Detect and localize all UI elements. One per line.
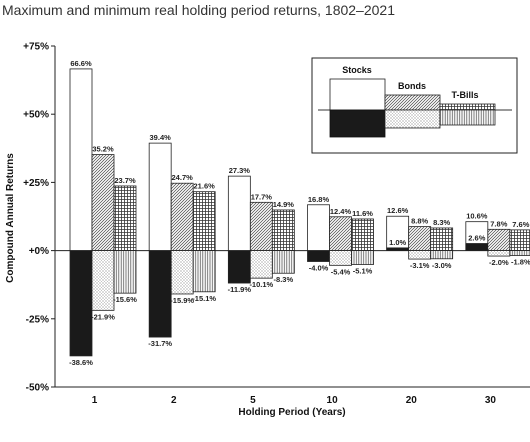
bar-bonds-max bbox=[170, 182, 194, 251]
bar-bonds-min bbox=[91, 250, 115, 311]
data-label-bonds-min: -2.0% bbox=[489, 258, 509, 267]
data-label-stocks-min: -4.0% bbox=[309, 264, 329, 273]
data-label-stocks-max: 10.6% bbox=[466, 212, 488, 221]
bar-bonds-min bbox=[487, 250, 511, 257]
x-tick-label: 10 bbox=[327, 395, 339, 406]
legend-label-bonds: Bonds bbox=[398, 81, 426, 91]
bar-stocks-min bbox=[69, 250, 93, 357]
bar-bonds-max bbox=[487, 228, 511, 251]
data-label-stocks-max: 16.8% bbox=[308, 195, 330, 204]
data-label-bonds-min: -21.9% bbox=[91, 312, 115, 321]
bar-bonds-max bbox=[249, 201, 273, 252]
data-label-stocks-max: 66.6% bbox=[70, 59, 92, 68]
data-label-tbills-min: -15.6% bbox=[113, 295, 137, 304]
data-label-bonds-min: -5.4% bbox=[331, 267, 351, 276]
data-label-stocks-min: -31.7% bbox=[148, 339, 172, 348]
data-label-tbills-min: -3.0% bbox=[432, 261, 452, 270]
data-label-stocks-max: 12.6% bbox=[387, 206, 409, 215]
data-label-tbills-min: -8.3% bbox=[274, 275, 294, 284]
data-label-tbills-min: -1.8% bbox=[511, 258, 530, 267]
legend-tbills-max bbox=[439, 103, 496, 111]
legend-tbills-min bbox=[439, 109, 496, 126]
data-label-bonds-max: 8.8% bbox=[411, 217, 428, 226]
data-label-stocks-max: 27.3% bbox=[229, 166, 251, 175]
data-label-stocks-min: -38.6% bbox=[69, 358, 93, 367]
data-label-tbills-max: 11.6% bbox=[352, 209, 373, 218]
data-label-bonds-min: -10.1% bbox=[249, 280, 273, 289]
bar-stocks-min bbox=[307, 250, 330, 262]
bar-tbills-min bbox=[509, 250, 530, 256]
x-tick-label: 30 bbox=[485, 395, 497, 406]
bar-bonds-min bbox=[329, 250, 352, 266]
y-tick-label: +25% bbox=[23, 178, 49, 189]
bar-bonds-min bbox=[249, 250, 273, 279]
data-label-tbills-max: 8.3% bbox=[433, 218, 450, 227]
bar-stocks-max bbox=[307, 204, 330, 252]
x-axis-label: Holding Period (Years) bbox=[238, 407, 345, 418]
legend-stocks-max bbox=[329, 78, 386, 111]
data-label-bonds-max: 7.8% bbox=[490, 219, 507, 228]
data-label-bonds-max: 35.2% bbox=[92, 145, 114, 154]
bar-stocks-min bbox=[465, 243, 489, 252]
bar-bonds-min bbox=[408, 250, 432, 260]
x-tick-label: 5 bbox=[250, 395, 256, 406]
data-label-bonds-max: 12.4% bbox=[330, 207, 352, 216]
bar-tbills-min bbox=[430, 250, 454, 260]
bar-stocks-min bbox=[386, 247, 410, 251]
legend: Stocks Bonds T-Bills bbox=[311, 57, 518, 154]
bar-tbills-min bbox=[113, 250, 137, 294]
bar-tbills-max bbox=[271, 209, 295, 252]
legend-bonds-min bbox=[384, 109, 441, 129]
y-tick-label: +0% bbox=[29, 246, 49, 257]
legend-stocks-min bbox=[329, 109, 386, 138]
y-axis-label: Compound Annual Returns bbox=[5, 153, 16, 283]
x-tick-label: 2 bbox=[171, 395, 177, 406]
bar-stocks-max bbox=[227, 175, 251, 251]
bar-bonds-max bbox=[408, 226, 432, 251]
data-label-stocks-min: -11.9% bbox=[228, 285, 252, 294]
data-label-tbills-max: 23.7% bbox=[114, 176, 136, 185]
y-tick-label: -25% bbox=[26, 314, 49, 325]
data-label-tbills-max: 21.6% bbox=[194, 182, 216, 191]
legend-label-tbills: T-Bills bbox=[451, 90, 478, 100]
bar-bonds-max bbox=[91, 154, 115, 251]
data-label-tbills-max: 14.9% bbox=[273, 200, 295, 209]
bar-tbills-max bbox=[192, 191, 216, 252]
y-tick-label: +75% bbox=[23, 42, 49, 53]
data-label-bonds-min: -3.1% bbox=[410, 261, 430, 270]
bar-tbills-max bbox=[351, 218, 374, 252]
bar-tbills-max bbox=[430, 227, 454, 251]
bar-tbills-min bbox=[271, 250, 295, 274]
data-label-bonds-min: -15.9% bbox=[170, 296, 194, 305]
data-label-bonds-max: 24.7% bbox=[172, 173, 194, 182]
y-tick-label: -50% bbox=[26, 383, 49, 394]
bar-tbills-min bbox=[192, 250, 216, 293]
bar-tbills-max bbox=[509, 229, 530, 252]
data-label-stocks-max: 39.4% bbox=[150, 133, 172, 142]
bar-bonds-min bbox=[170, 250, 194, 295]
page-title: Maximum and minimum real holding period … bbox=[2, 2, 395, 18]
data-label-bonds-max: 17.7% bbox=[251, 192, 273, 201]
bar-bonds-max bbox=[329, 216, 352, 251]
data-label-stocks-min: 1.0% bbox=[389, 238, 406, 247]
data-label-tbills-min: -5.1% bbox=[353, 267, 373, 276]
bar-stocks-max bbox=[69, 68, 93, 251]
legend-label-stocks: Stocks bbox=[342, 65, 372, 75]
x-tick-label: 1 bbox=[92, 395, 98, 406]
data-label-tbills-min: -15.1% bbox=[192, 294, 216, 303]
x-tick-label: 20 bbox=[406, 395, 418, 406]
legend-bonds-max bbox=[384, 94, 441, 111]
data-label-stocks-min: 2.6% bbox=[468, 234, 485, 243]
bar-stocks-max bbox=[148, 142, 172, 252]
bar-tbills-max bbox=[113, 185, 137, 251]
data-label-tbills-max: 7.6% bbox=[512, 220, 529, 229]
bar-stocks-min bbox=[227, 250, 251, 284]
y-tick-label: +50% bbox=[23, 110, 49, 121]
bar-stocks-min bbox=[148, 250, 172, 338]
bar-tbills-min bbox=[351, 250, 374, 265]
